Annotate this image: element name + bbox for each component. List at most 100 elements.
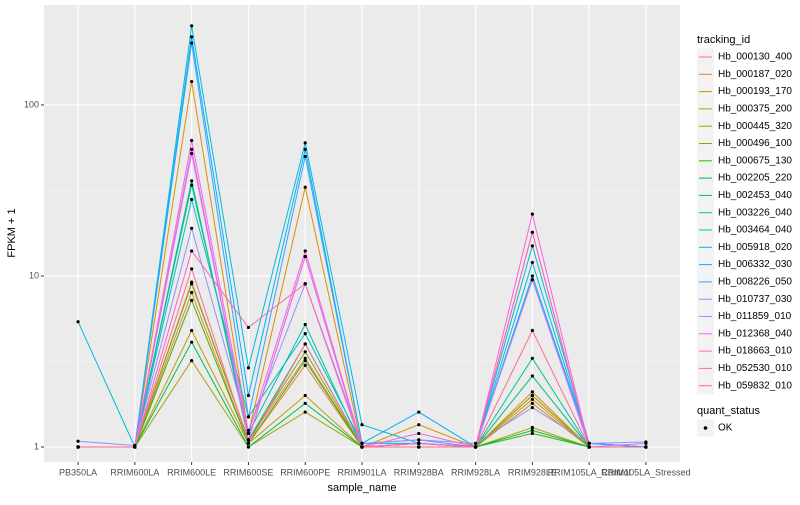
point (303, 401, 307, 405)
point (530, 328, 534, 333)
y-tick-label: 100 (24, 99, 39, 109)
point (530, 393, 534, 398)
point (190, 328, 194, 333)
point (530, 397, 534, 401)
point (303, 393, 307, 398)
point (303, 410, 307, 414)
y-tick-label: 1 (34, 441, 39, 451)
point (133, 445, 137, 449)
x-tick-label: PB350LA (59, 467, 97, 477)
point (303, 254, 307, 259)
point (530, 260, 534, 265)
point (76, 439, 80, 443)
point (246, 415, 251, 419)
x-tick-label: RRIM105LA_Stressed (601, 467, 691, 477)
legend-label: Hb_059832_010 (718, 380, 792, 391)
y-axis-label: FPKM + 1 (6, 208, 18, 257)
point (190, 183, 194, 187)
point (530, 244, 534, 248)
x-tick-label: RRIM928LE (508, 467, 557, 477)
point (587, 445, 591, 449)
legend-label: Hb_012368_040 (718, 328, 792, 339)
legend-point (703, 426, 708, 430)
point (303, 350, 307, 354)
point (417, 423, 421, 427)
point (190, 340, 194, 344)
point (644, 445, 648, 449)
legend-label: Hb_008226_050 (718, 277, 792, 288)
point (303, 147, 307, 151)
point (190, 197, 194, 202)
point (417, 431, 421, 436)
point (360, 423, 364, 427)
point (530, 274, 534, 278)
point (190, 24, 194, 28)
legend-label: Hb_011859_010 (718, 311, 792, 322)
point (473, 445, 478, 449)
point (190, 226, 194, 230)
legend-label: Hb_010737_030 (718, 294, 792, 305)
point (303, 154, 307, 159)
point (530, 431, 534, 436)
legend-label: Hb_003464_040 (718, 225, 792, 236)
legend-label: Hb_003226_040 (718, 207, 792, 218)
point (473, 441, 478, 445)
point (530, 405, 534, 410)
legend-label: Hb_000187_020 (718, 69, 792, 80)
point (530, 428, 534, 433)
point (246, 431, 251, 436)
point (76, 320, 80, 324)
point (530, 230, 534, 234)
point (303, 332, 307, 336)
point (190, 267, 194, 271)
point (530, 425, 534, 430)
x-tick-label: RRIM928BA (394, 467, 444, 477)
point (587, 441, 591, 445)
point (246, 441, 251, 445)
point (246, 445, 251, 449)
point (303, 322, 307, 327)
point (530, 212, 534, 216)
point (303, 249, 307, 253)
point (190, 41, 194, 45)
x-tick-label: RRIM600SE (223, 467, 273, 477)
point (644, 441, 648, 445)
legend-label: Hb_000130_400 (718, 52, 792, 63)
point (246, 438, 251, 442)
point (530, 390, 534, 394)
point (417, 438, 421, 442)
point (190, 249, 194, 253)
point (303, 358, 307, 363)
point (530, 374, 534, 378)
x-tick-label: RRIM600LE (167, 467, 216, 477)
point (190, 147, 194, 151)
point (190, 179, 194, 183)
point (303, 282, 307, 286)
point (530, 278, 534, 282)
legend-label: Hb_000375_200 (718, 104, 792, 115)
legend-label: Hb_002205_220 (718, 173, 792, 184)
legend-label: Hb_000675_130 (718, 155, 792, 166)
x-axis-label: sample_name (327, 482, 396, 494)
legend-label: Hb_052530_010 (718, 363, 792, 374)
legend-label: Hb_000193_170 (718, 86, 792, 97)
point (417, 410, 421, 414)
x-tick-label: RRIM105LA_Control (548, 467, 631, 477)
legend-label: Hb_006332_030 (718, 259, 792, 270)
legend-label: Hb_000445_320 (718, 121, 792, 132)
legend-title: tracking_id (697, 34, 750, 46)
x-tick-label: RRIM600PE (280, 467, 330, 477)
point (530, 401, 534, 405)
point (190, 138, 194, 143)
shape-legend-title: quant_status (697, 405, 760, 417)
point (246, 366, 251, 370)
y-tick-label: 10 (29, 270, 39, 280)
point (246, 393, 251, 398)
point (360, 441, 364, 445)
point (246, 325, 251, 330)
point (190, 151, 194, 156)
point (303, 356, 307, 360)
point (303, 342, 307, 346)
point (303, 363, 307, 367)
